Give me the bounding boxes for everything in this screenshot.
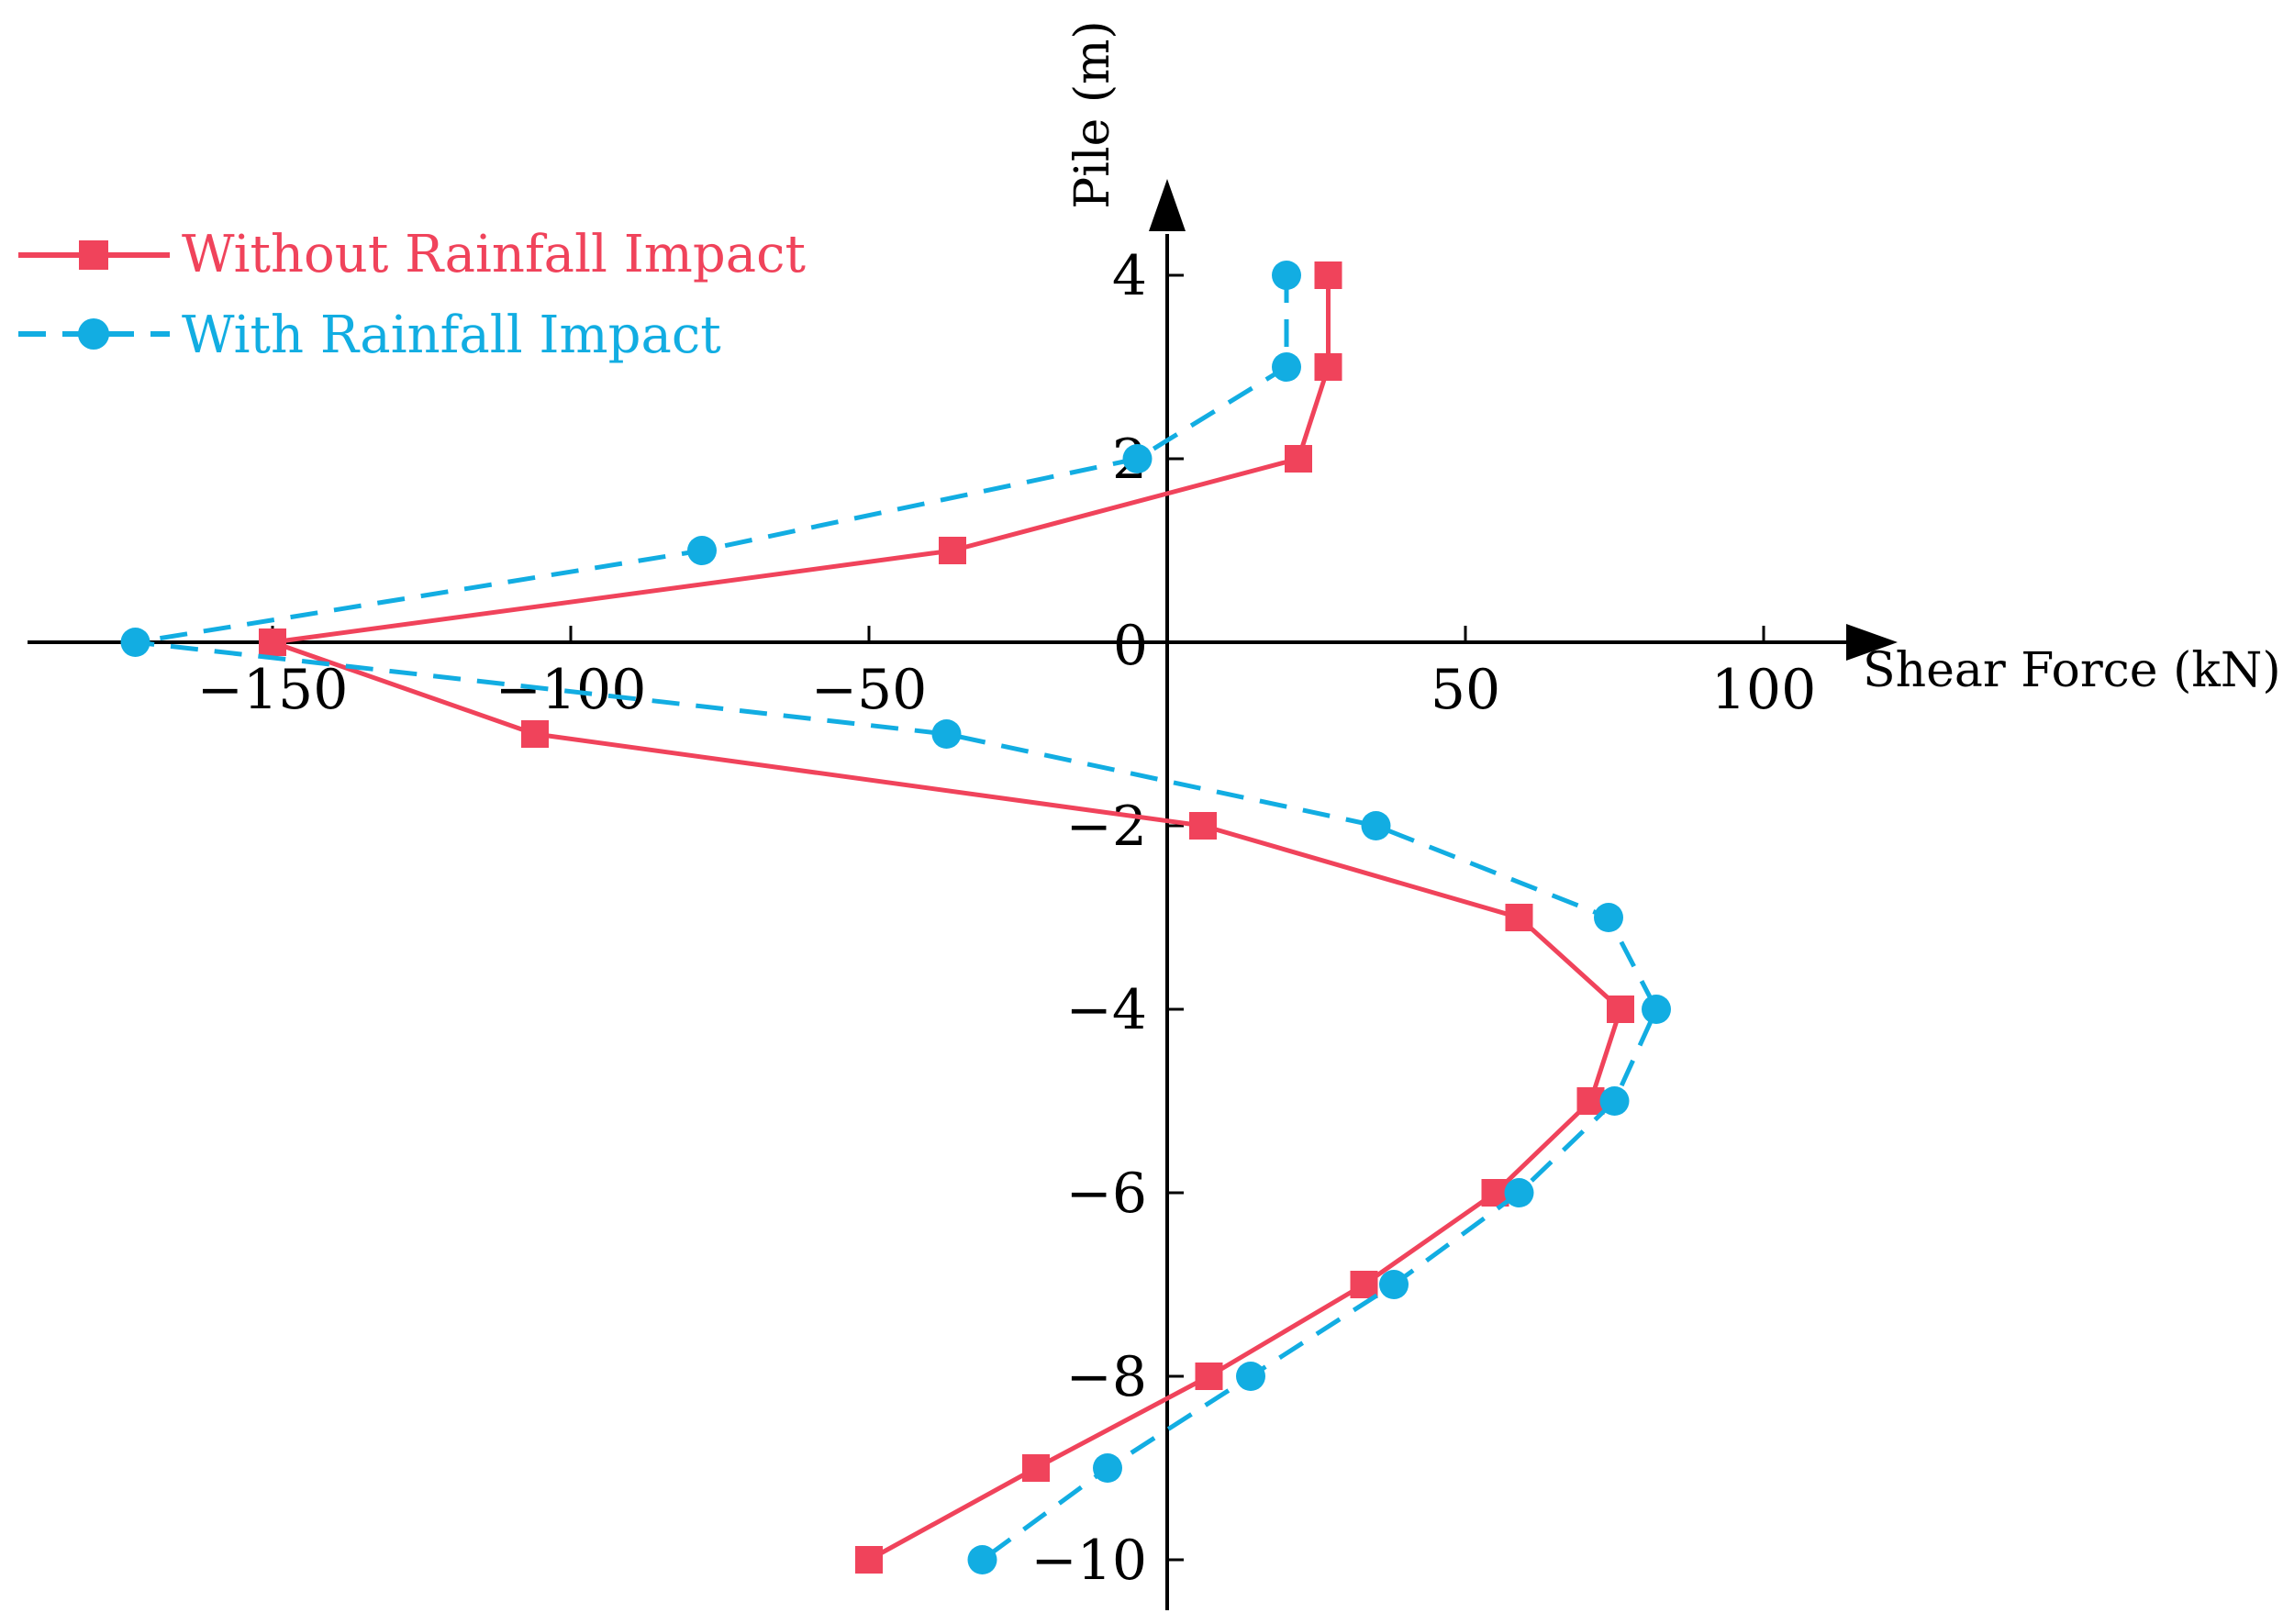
legend-label-with-rainfall: With Rainfall Impact — [182, 306, 721, 365]
legend: Without Rainfall Impact With Rainfall Im… — [18, 225, 807, 365]
data-point-circle — [1272, 261, 1301, 290]
legend-square-marker — [79, 240, 108, 270]
y-axis-title: Pile (m) — [1065, 20, 1120, 208]
data-point-square — [1350, 1271, 1378, 1298]
y-tick-label: −2 — [1066, 795, 1147, 859]
series-layer — [120, 261, 1671, 1574]
x-tick-label: 0 — [1113, 614, 1148, 678]
data-point-circle — [931, 719, 962, 749]
data-point-circle — [120, 628, 150, 657]
x-axis-arrow — [1846, 624, 1898, 661]
data-point-square — [1285, 445, 1312, 473]
data-point-circle — [687, 536, 717, 565]
x-axis-title: Shear Force (kN) — [1863, 643, 2281, 698]
data-point-circle — [1093, 1453, 1122, 1483]
legend-entry-with-rainfall: With Rainfall Impact — [18, 306, 721, 365]
series-without-rainfall — [259, 261, 1634, 1574]
data-point-circle — [1122, 444, 1153, 473]
data-point-circle — [1504, 1178, 1534, 1207]
data-point-square — [1022, 1454, 1050, 1482]
data-point-circle — [1379, 1270, 1409, 1299]
x-tick-label: −150 — [197, 658, 349, 722]
tick-labels: −150−100−5005010042−2−4−6−8−10 — [197, 244, 1817, 1593]
data-point-square — [855, 1546, 883, 1574]
legend-entry-without-rainfall: Without Rainfall Impact — [18, 225, 807, 284]
tick-marks — [271, 273, 1765, 1562]
data-point-square — [1607, 996, 1634, 1023]
x-tick-label: −50 — [811, 658, 928, 722]
data-point-square — [521, 720, 549, 748]
legend-label-without-rainfall: Without Rainfall Impact — [182, 225, 807, 284]
x-tick-label: 100 — [1711, 658, 1817, 722]
series-line — [133, 275, 1659, 1563]
x-tick-label: 50 — [1431, 658, 1500, 722]
data-point-circle — [967, 1545, 997, 1574]
y-axis-arrow — [1149, 179, 1186, 231]
legend-circle-marker — [78, 318, 109, 350]
data-point-square — [1195, 1363, 1223, 1390]
data-point-square — [1505, 904, 1533, 931]
y-tick-label: −10 — [1030, 1529, 1147, 1593]
data-point-square — [939, 537, 966, 564]
data-point-square — [259, 628, 286, 656]
data-point-circle — [1642, 995, 1671, 1024]
series-with-rainfall — [120, 261, 1671, 1574]
data-point-square — [1189, 812, 1217, 840]
data-point-square — [1314, 261, 1342, 289]
y-tick-label: 4 — [1112, 244, 1147, 308]
data-point-circle — [1236, 1362, 1265, 1391]
series-line — [270, 275, 1623, 1563]
y-tick-label: −4 — [1066, 978, 1147, 1042]
data-point-circle — [1361, 811, 1391, 840]
data-point-circle — [1272, 352, 1301, 382]
data-point-circle — [1594, 903, 1623, 932]
data-point-square — [1314, 353, 1342, 381]
y-tick-label: −8 — [1066, 1345, 1147, 1409]
y-tick-label: −6 — [1066, 1162, 1147, 1226]
data-point-circle — [1599, 1086, 1630, 1116]
